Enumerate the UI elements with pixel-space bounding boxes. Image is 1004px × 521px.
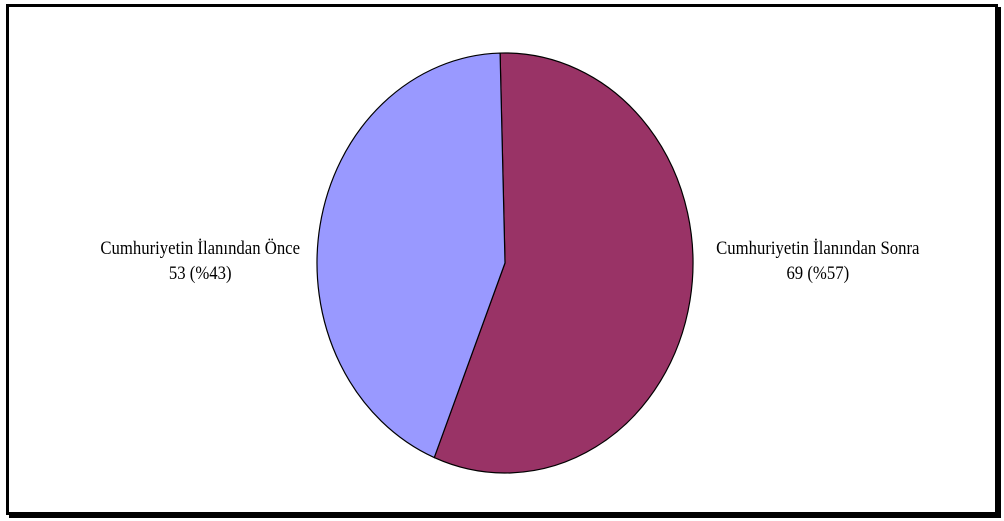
slice-label-before: Cumhuriyetin İlanından Önce 53 (%43) (59, 236, 341, 286)
pie-chart (316, 52, 694, 474)
slice-label-before-name: Cumhuriyetin İlanından Önce (100, 238, 301, 259)
slice-label-after-value: 69 (%57) (786, 263, 850, 284)
pie-slice-after (433, 52, 694, 474)
slice-label-after-name: Cumhuriyetin İlanından Sonra (716, 238, 920, 259)
slice-label-after: Cumhuriyetin İlanından Sonra 69 (%57) (677, 236, 959, 286)
pie-slice-before (316, 52, 506, 459)
chart-frame: Cumhuriyetin İlanından Önce 53 (%43) Cum… (6, 4, 998, 515)
slice-label-before-value: 53 (%43) (168, 263, 232, 284)
